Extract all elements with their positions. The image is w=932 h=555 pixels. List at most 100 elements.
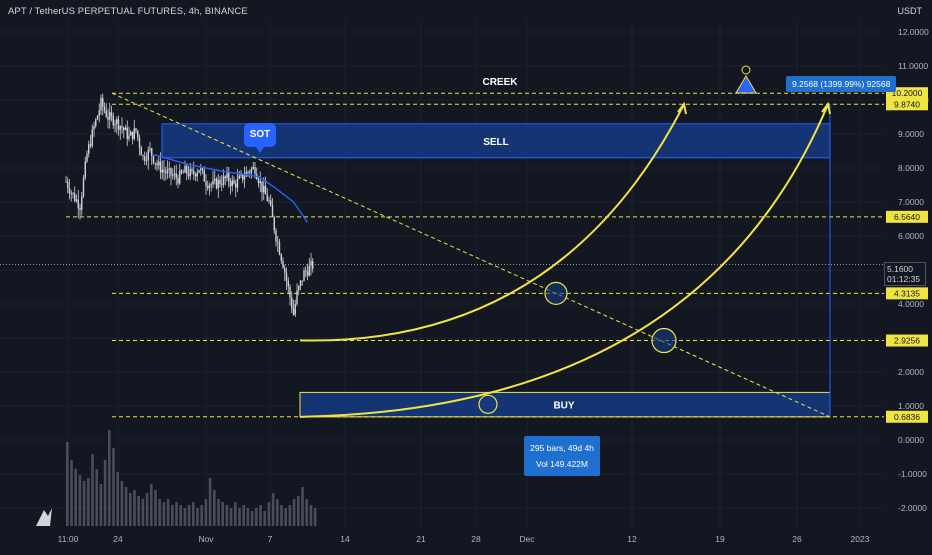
candle-body xyxy=(229,181,232,187)
moving-average-line xyxy=(153,153,309,223)
range-volume-text: Vol 149.422M xyxy=(536,459,588,469)
candle-body xyxy=(84,161,86,178)
symbol-title: APT / TetherUS PERPETUAL FUTURES, 4h, BI… xyxy=(8,6,248,17)
triangle-marker-icon xyxy=(735,75,757,94)
candle-body xyxy=(86,153,88,162)
y-tick-label: 6.0000 xyxy=(898,231,924,241)
volume-bar xyxy=(250,511,254,526)
volume-bar xyxy=(255,508,258,526)
candle-body xyxy=(263,185,265,193)
volume-bar xyxy=(187,505,191,526)
volume-bar xyxy=(192,502,195,526)
volume-bar xyxy=(70,460,73,526)
volume-bar xyxy=(213,490,216,526)
candle-body xyxy=(261,181,263,193)
candle-body xyxy=(91,129,93,146)
candle-body xyxy=(116,119,118,124)
volume-bar xyxy=(162,502,166,526)
candle-body xyxy=(306,271,309,276)
volume-bar xyxy=(150,484,153,526)
volume-bar xyxy=(108,430,111,526)
level-price-tag xyxy=(886,334,928,347)
candle-body xyxy=(175,173,177,179)
buy-zone xyxy=(299,391,831,418)
candle-body xyxy=(149,148,151,150)
volume-bar xyxy=(141,499,145,526)
candle-body xyxy=(289,286,291,298)
volume-bar xyxy=(87,478,90,526)
candle-body xyxy=(123,127,125,131)
y-tick-label: 4.0000 xyxy=(898,299,924,309)
candle-body xyxy=(292,308,295,315)
candle-body xyxy=(219,179,221,185)
creek-label: CREEK xyxy=(482,77,518,88)
volume-bar xyxy=(259,505,262,526)
candle-body xyxy=(75,199,78,201)
volume-bar xyxy=(175,502,178,526)
candle-body xyxy=(264,185,267,195)
current-price-box: 5.1600 01:12:35 xyxy=(884,262,926,286)
candle-body xyxy=(247,171,249,173)
currency-label: USDT xyxy=(897,6,923,16)
volume-bar xyxy=(103,460,107,526)
candle-body xyxy=(165,171,167,174)
volume-bar xyxy=(225,505,229,526)
y-tick-label: 7.0000 xyxy=(898,197,924,207)
candle-body xyxy=(163,169,165,172)
volume-bar xyxy=(133,490,136,526)
level-price-label: 0.6836 xyxy=(894,412,920,422)
volume-bar xyxy=(91,454,94,526)
x-tick-label: 14 xyxy=(340,534,350,544)
candle-body xyxy=(191,169,193,171)
level-price-tag xyxy=(886,98,928,111)
candle-body xyxy=(184,165,186,173)
volume-bar xyxy=(74,469,77,526)
volume-bar xyxy=(204,499,208,526)
candle-body xyxy=(193,170,195,175)
candle-body xyxy=(95,119,97,126)
volume-bar xyxy=(288,505,292,526)
candle-body xyxy=(82,177,85,197)
candle-body xyxy=(294,304,296,315)
candle-body xyxy=(119,126,121,130)
candle-body xyxy=(282,260,284,268)
candle-body xyxy=(280,254,282,261)
volume-bar xyxy=(313,508,317,526)
candle-body xyxy=(236,178,239,188)
candle-body xyxy=(142,155,144,157)
candle-body xyxy=(296,290,298,305)
volume-bar xyxy=(242,505,245,526)
candle-body xyxy=(285,272,288,281)
x-tick-label: 11:00 xyxy=(58,534,79,544)
triangle-marker-circle xyxy=(741,65,751,75)
candle-body xyxy=(233,180,235,184)
candle-body xyxy=(180,170,183,173)
candle-body xyxy=(196,172,198,177)
intersection-circle xyxy=(544,281,568,305)
candle-body xyxy=(254,166,256,174)
candle-body xyxy=(107,116,109,120)
candle-body xyxy=(74,193,76,201)
current-price-value: 5.1600 xyxy=(887,264,913,274)
volume-bar xyxy=(196,508,199,526)
candle-body xyxy=(138,137,141,148)
volume-bar xyxy=(305,499,308,526)
candle-body xyxy=(96,115,99,120)
candle-body xyxy=(249,171,251,173)
candle-body xyxy=(177,178,179,184)
candle-body xyxy=(214,178,216,181)
candle-body xyxy=(135,128,137,131)
y-tick-label: -1.0000 xyxy=(898,469,927,479)
candle-body xyxy=(124,127,127,131)
y-tick-label: 11.0000 xyxy=(898,61,928,71)
candle-body xyxy=(114,123,116,126)
candle-body xyxy=(144,156,146,161)
candle-body xyxy=(166,169,169,174)
candle-body xyxy=(121,126,123,128)
volume-bar xyxy=(309,505,313,526)
candle-body xyxy=(310,261,312,266)
y-tick-label: 9.0000 xyxy=(898,129,924,139)
candle-body xyxy=(151,148,153,157)
